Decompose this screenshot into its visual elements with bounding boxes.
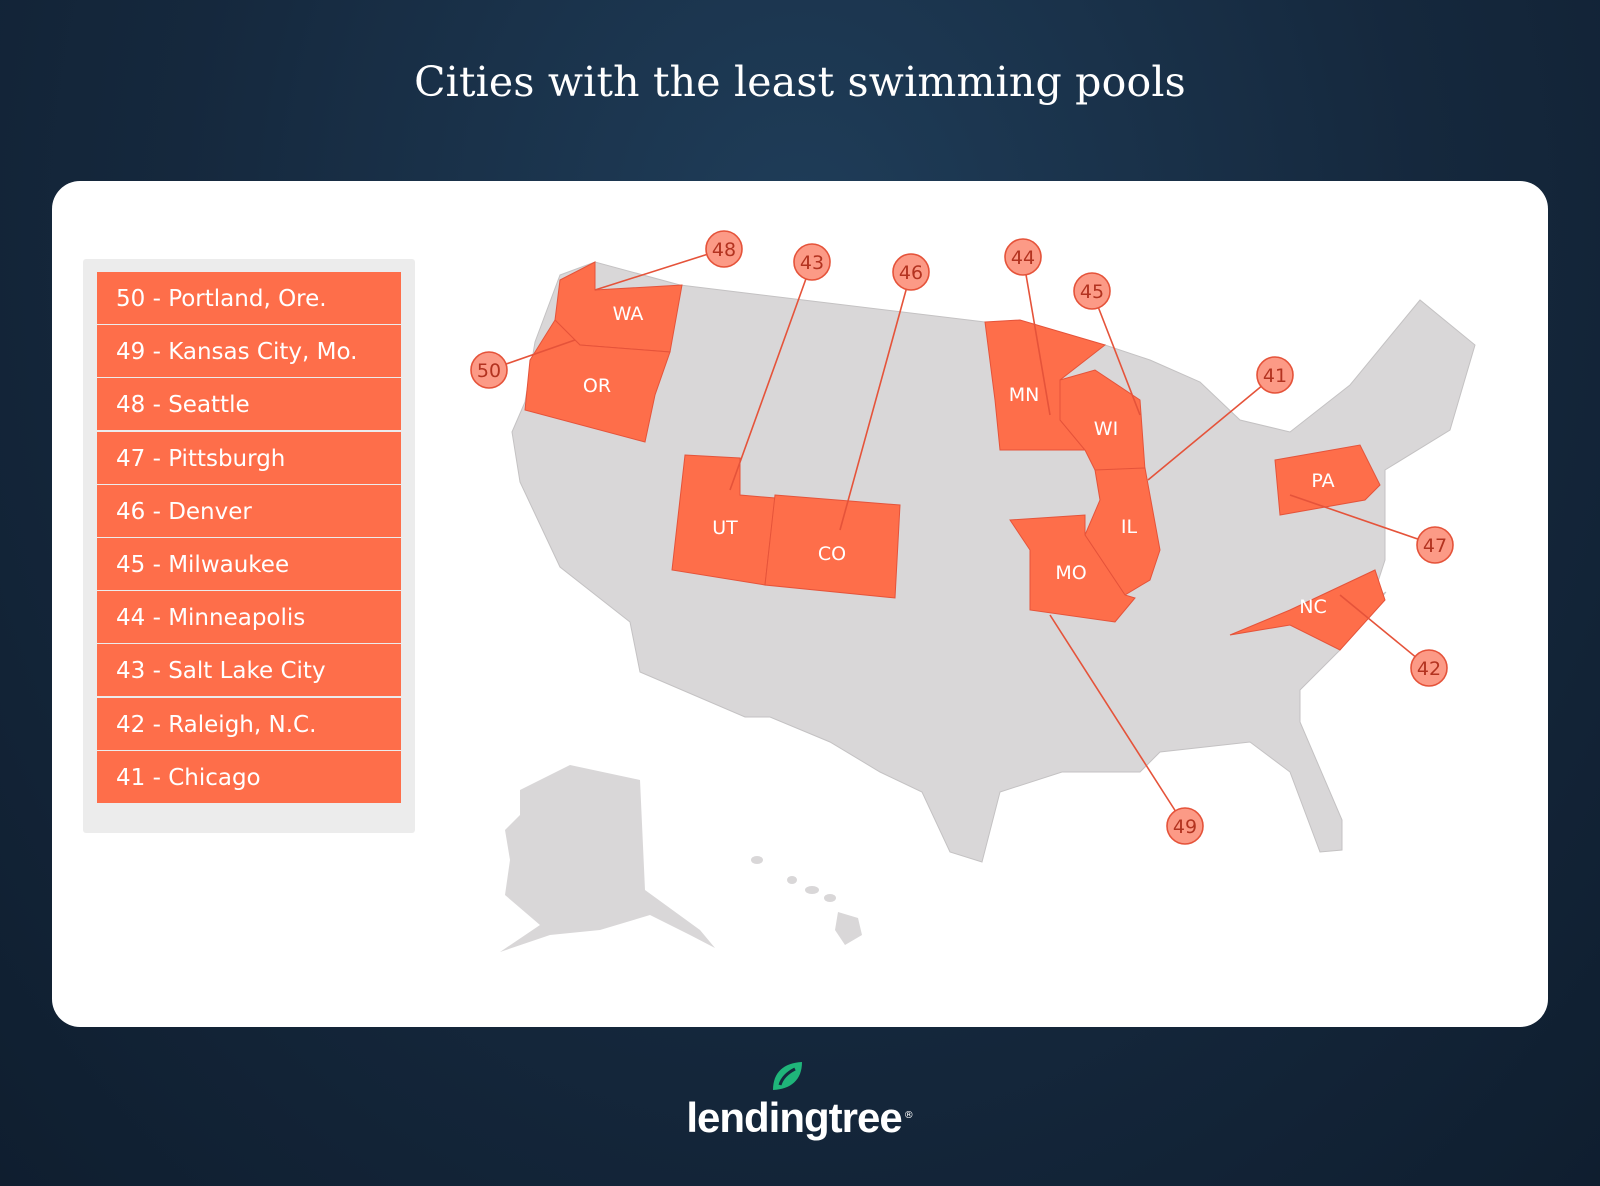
rank-callout-circle <box>1416 526 1454 564</box>
us-mainland <box>511 261 1476 863</box>
callout-leader-line <box>1022 256 1051 416</box>
state-label: IL <box>1121 516 1138 538</box>
state-pa <box>1274 444 1381 516</box>
rank-callout-circle <box>1073 272 1111 310</box>
state-nc <box>1229 569 1386 651</box>
logo-text: lendingtree <box>686 1094 902 1141</box>
rank-callout-label: 45 <box>1080 281 1104 303</box>
ranking-legend: 50 - Portland, Ore. 49 - Kansas City, Mo.… <box>83 259 415 833</box>
rank-callout-circle <box>892 253 930 291</box>
alaska <box>500 765 715 952</box>
rank-callout-label: 43 <box>800 252 824 274</box>
rank-callout-circle <box>1256 356 1294 394</box>
leaf-icon <box>773 1062 803 1090</box>
lendingtree-logo: lendingtree ® <box>0 1062 1600 1142</box>
callout-leader-line <box>1147 374 1276 481</box>
rank-callout-circle <box>470 351 508 389</box>
hawaii <box>751 856 862 945</box>
legend-item: 44 - Minneapolis <box>97 591 401 644</box>
legend-item: 50 - Portland, Ore. <box>97 272 401 324</box>
legend-item: 49 - Kansas City, Mo. <box>97 325 401 378</box>
rank-callout-circle <box>705 230 743 268</box>
state-label: NC <box>1299 596 1326 618</box>
callout-leader-line <box>729 261 813 491</box>
callout-leader-line <box>1289 494 1436 546</box>
callout-leader-line <box>1049 614 1186 827</box>
page-title: Cities with the least swimming pools <box>414 58 1186 106</box>
rank-callout-label: 50 <box>477 360 501 382</box>
rank-callout-circle <box>1410 649 1448 687</box>
state-mo <box>1009 514 1136 623</box>
state-label: MN <box>1009 384 1040 406</box>
callout-leader-line <box>594 248 725 291</box>
legend-item: 41 - Chicago <box>97 750 401 803</box>
logo-registered-mark: ® <box>903 1110 914 1121</box>
state-label: MO <box>1055 562 1086 584</box>
rank-callout-label: 44 <box>1011 247 1035 269</box>
callout-leader-line <box>1339 594 1430 669</box>
legend-item: 43 - Salt Lake City <box>97 644 401 697</box>
rank-callout-label: 42 <box>1417 658 1441 680</box>
state-or <box>524 319 671 443</box>
legend-item: 46 - Denver <box>97 484 401 537</box>
rank-callout-label: 41 <box>1263 365 1287 387</box>
state-label: UT <box>712 517 738 539</box>
state-co <box>764 494 901 599</box>
legend-item: 42 - Raleigh, N.C. <box>97 697 401 750</box>
state-il <box>1084 467 1161 596</box>
rank-callout-circle <box>1166 807 1204 845</box>
rank-callout-label: 49 <box>1173 816 1197 838</box>
rank-callout-label: 47 <box>1423 535 1447 557</box>
legend-item: 48 - Seattle <box>97 378 401 431</box>
state-label: WA <box>613 303 644 325</box>
callout-leader-line <box>1091 290 1141 416</box>
rank-callout-circle <box>793 243 831 281</box>
rank-callout-label: 48 <box>712 239 736 261</box>
logo-wordmark: lendingtree ® <box>686 1062 914 1142</box>
state-label: WI <box>1094 418 1118 440</box>
legend-item: 45 - Milwaukee <box>97 538 401 590</box>
callout-leader-line <box>839 271 912 531</box>
rank-callout-circle <box>1004 238 1042 276</box>
rank-callout-label: 46 <box>899 262 923 284</box>
state-label: OR <box>583 375 611 397</box>
state-label: CO <box>818 543 846 565</box>
state-label: PA <box>1311 470 1334 492</box>
legend-item: 47 - Pittsburgh <box>97 431 401 484</box>
